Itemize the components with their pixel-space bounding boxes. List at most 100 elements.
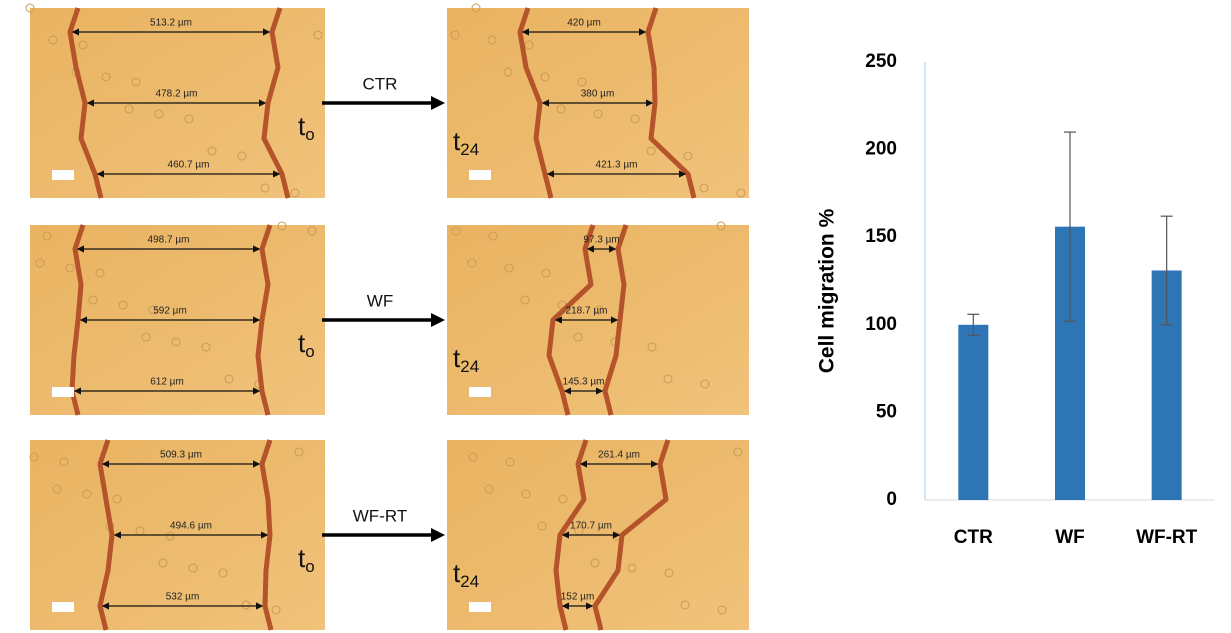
wound-edge: [259, 439, 274, 631]
time-base: t: [298, 328, 306, 358]
cell: [505, 457, 515, 467]
cell: [112, 494, 122, 504]
cell: [664, 568, 674, 578]
cell: [218, 568, 228, 578]
cell: [184, 114, 194, 124]
cell: [573, 332, 583, 342]
time-base: t: [453, 558, 461, 588]
wound-edge: [553, 439, 589, 631]
cell: [540, 72, 550, 82]
cell: [101, 72, 111, 82]
cell: [224, 374, 234, 384]
cell: [313, 30, 323, 40]
measure-label: 145.3 µm: [563, 377, 605, 388]
time-label: to: [298, 543, 315, 577]
time-sub: o: [305, 557, 314, 576]
cell: [271, 605, 281, 615]
cell: [524, 40, 534, 50]
measure-label: 478.2 µm: [156, 89, 198, 100]
cell: [630, 114, 640, 124]
cell: [537, 521, 547, 531]
wound-edge: [261, 7, 291, 199]
time-label: t24: [453, 126, 479, 160]
y-tick-label: 100: [865, 314, 897, 335]
time-sub: 24: [460, 572, 479, 591]
measure-label: 97.3 µm: [583, 235, 619, 246]
cell: [577, 77, 587, 87]
y-tick-label: 150: [865, 226, 897, 247]
cell: [25, 3, 35, 13]
wound-edge: [546, 224, 596, 416]
time-base: t: [298, 111, 306, 141]
time-base: t: [453, 126, 461, 156]
cell: [700, 379, 710, 389]
measure-label: 421.3 µm: [596, 160, 638, 171]
y-tick-label: 250: [865, 51, 897, 72]
wound-edge: [97, 439, 115, 631]
time-sub: o: [305, 342, 314, 361]
measure-label: 380 µm: [581, 89, 615, 100]
cell: [504, 263, 514, 273]
cell: [188, 563, 198, 573]
time-sub: 24: [460, 357, 479, 376]
cell: [158, 558, 168, 568]
scale-bar: [469, 387, 491, 397]
wound-edge: [255, 224, 273, 416]
measure-label: 592 µm: [153, 306, 187, 317]
cell: [141, 332, 151, 342]
cell: [118, 300, 128, 310]
cell: [521, 489, 531, 499]
x-tick-label: CTR: [954, 527, 993, 548]
measure-label: 218.7 µm: [566, 306, 608, 317]
scale-bar: [52, 602, 74, 612]
measure-label: 494.6 µm: [170, 521, 212, 532]
cell: [82, 489, 92, 499]
cell: [131, 77, 141, 87]
cell: [35, 258, 45, 268]
cell: [95, 268, 105, 278]
cell: [503, 67, 513, 77]
cell: [716, 221, 726, 231]
scale-bar: [469, 602, 491, 612]
cell: [717, 605, 727, 615]
measure-label: 261.4 µm: [598, 450, 640, 461]
time-sub: 24: [460, 140, 479, 159]
time-label: to: [298, 328, 315, 362]
cell: [736, 188, 746, 198]
cell: [148, 305, 158, 315]
scale-bar: [52, 387, 74, 397]
cell: [558, 494, 568, 504]
cell: [680, 600, 690, 610]
cell: [65, 263, 75, 273]
cell: [450, 30, 460, 40]
condition-label: WF: [367, 291, 393, 310]
time-label: to: [298, 111, 315, 145]
cell: [484, 484, 494, 494]
cell: [307, 226, 317, 236]
cell: [201, 342, 211, 352]
cell: [42, 231, 52, 241]
y-tick-label: 200: [865, 139, 897, 160]
condition-label: WF-RT: [353, 506, 407, 525]
cell: [488, 231, 498, 241]
y-axis-label: Cell migration %: [816, 208, 839, 373]
scale-bar: [469, 170, 491, 180]
wound-edge: [517, 7, 554, 199]
time-base: t: [453, 343, 461, 373]
measure-label: 532 µm: [166, 592, 200, 603]
measure-label: 509.3 µm: [160, 450, 202, 461]
measure-label: 498.7 µm: [148, 235, 190, 246]
measure-label: 170.7 µm: [570, 521, 612, 532]
time-base: t: [298, 543, 306, 573]
cell: [88, 295, 98, 305]
x-tick-label: WF: [1055, 527, 1085, 548]
cell: [627, 563, 637, 573]
cell: [48, 35, 58, 45]
wound-edge: [67, 7, 104, 199]
scale-bar: [52, 170, 74, 180]
cell: [52, 484, 62, 494]
cell: [520, 295, 530, 305]
cell: [451, 226, 461, 236]
y-tick-label: 50: [876, 401, 897, 422]
